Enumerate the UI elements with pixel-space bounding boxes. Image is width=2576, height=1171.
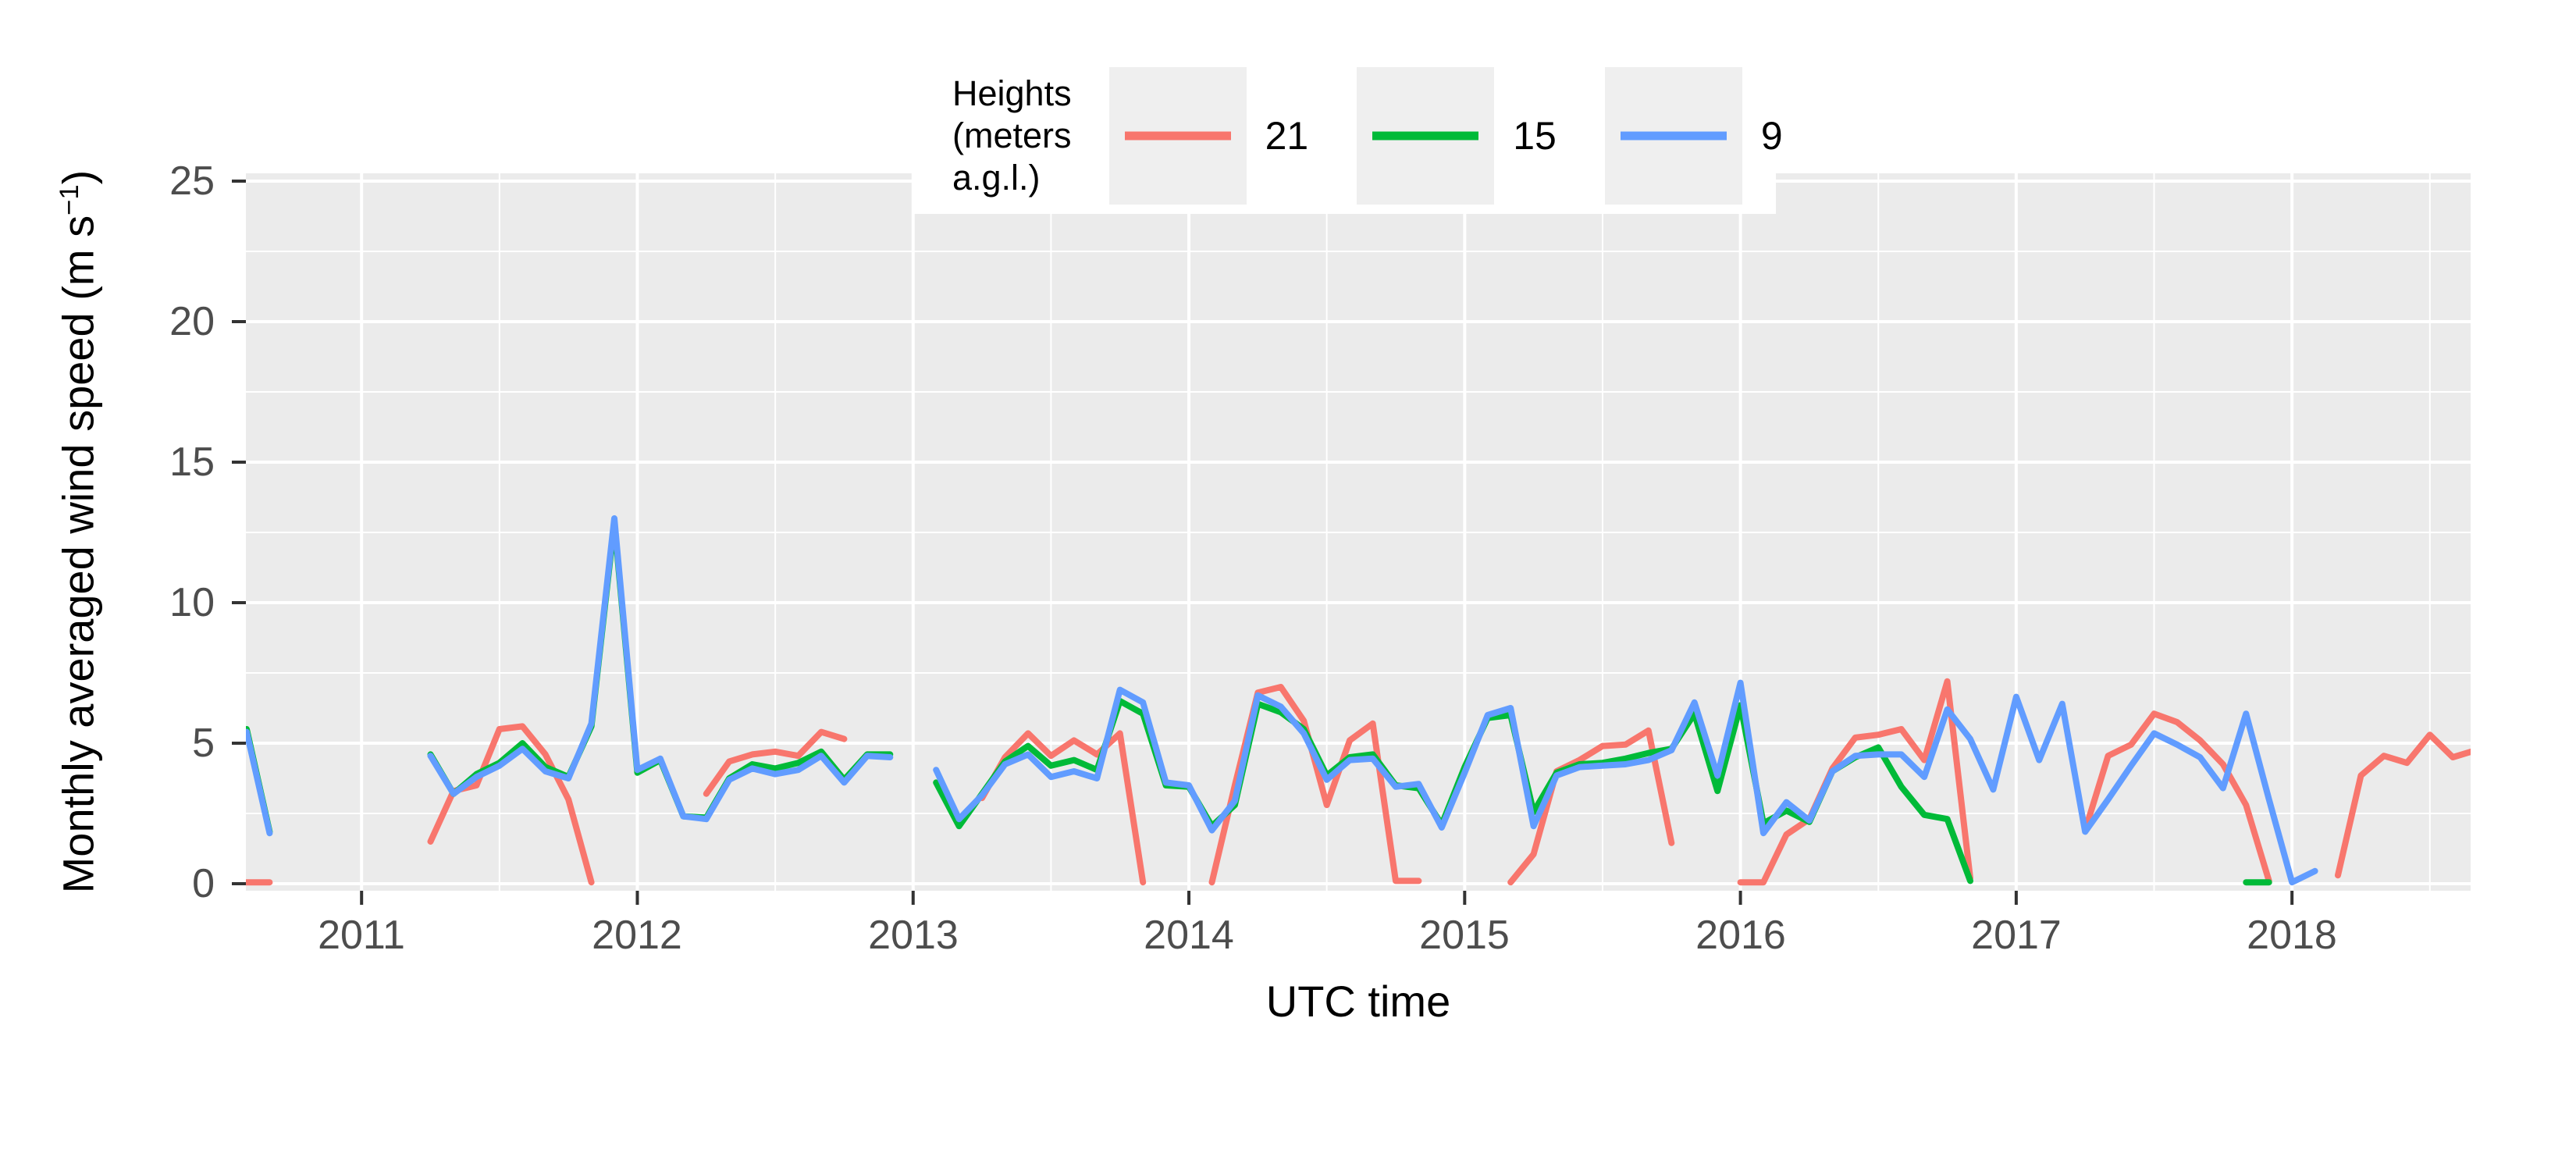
legend-key-line-icon bbox=[1372, 131, 1479, 141]
x-tick-label-2017: 2017 bbox=[1971, 913, 2062, 958]
x-tick-label-2011: 2011 bbox=[318, 913, 405, 958]
y-tick-label-20: 20 bbox=[169, 299, 215, 344]
legend-key-line-icon bbox=[1620, 131, 1727, 141]
legend-entry-21: 21 bbox=[1108, 67, 1357, 205]
y-tick-label-0: 0 bbox=[192, 861, 215, 906]
y-tick-label-25: 25 bbox=[169, 158, 215, 204]
legend-key-21 bbox=[1108, 67, 1247, 205]
y-axis-title-close: ) bbox=[53, 169, 103, 185]
y-axis-title-superscript: −1 bbox=[54, 184, 84, 215]
series-line-9 bbox=[246, 515, 2318, 886]
x-tick-label-2014: 2014 bbox=[1144, 913, 1234, 958]
legend-title-line1: Heights bbox=[952, 73, 1072, 113]
y-axis-title-text: Monthly averaged wind speed (m s bbox=[53, 215, 103, 894]
legend-entry-15: 15 bbox=[1357, 67, 1605, 205]
legend-key-15 bbox=[1357, 67, 1495, 205]
legend-entry-9: 9 bbox=[1604, 67, 1831, 205]
legend-title-line2: (meters a.g.l.) bbox=[952, 116, 1072, 198]
legend-title: Heights (meters a.g.l.) bbox=[952, 73, 1072, 199]
legend-key-line-icon bbox=[1124, 131, 1231, 141]
x-tick-label-2016: 2016 bbox=[1695, 913, 1786, 958]
legend-key-9 bbox=[1604, 67, 1742, 205]
series-lines bbox=[246, 515, 2471, 886]
x-tick-label-2013: 2013 bbox=[868, 913, 959, 958]
legend-label-21: 21 bbox=[1265, 114, 1309, 158]
legend-label-15: 15 bbox=[1513, 114, 1557, 158]
x-tick-label-2012: 2012 bbox=[592, 913, 682, 958]
legend-label-9: 9 bbox=[1760, 114, 1783, 158]
legend: Heights (meters a.g.l.) 21 15 9 bbox=[913, 58, 1783, 214]
y-axis-title: Monthly averaged wind speed (m s−1) bbox=[53, 170, 104, 894]
x-tick-label-2018: 2018 bbox=[2247, 913, 2337, 958]
y-tick-label-10: 10 bbox=[169, 580, 215, 625]
y-tick-label-15: 15 bbox=[169, 440, 215, 485]
x-tick-label-2015: 2015 bbox=[1419, 913, 1510, 958]
axis-tick-marks bbox=[232, 180, 2294, 905]
y-tick-label-5: 5 bbox=[192, 721, 215, 766]
x-axis-title: UTC time bbox=[1265, 977, 1451, 1026]
